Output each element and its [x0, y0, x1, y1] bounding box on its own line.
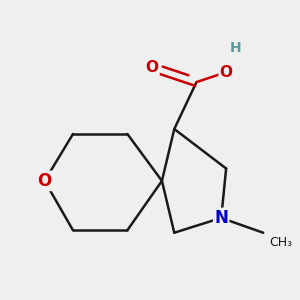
Text: O: O	[220, 65, 232, 80]
Text: O: O	[38, 172, 52, 190]
Text: CH₃: CH₃	[269, 236, 292, 249]
Text: O: O	[146, 60, 158, 75]
Text: N: N	[214, 209, 228, 227]
Text: H: H	[230, 40, 242, 55]
